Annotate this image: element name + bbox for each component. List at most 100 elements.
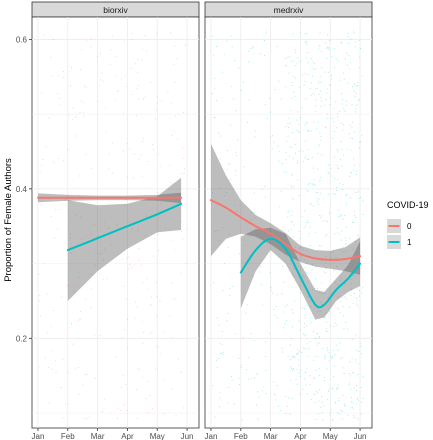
raw-point [264, 103, 266, 106]
raw-point [321, 282, 323, 284]
raw-point [298, 319, 300, 321]
raw-point [318, 244, 321, 247]
raw-point [350, 38, 352, 40]
raw-point [57, 75, 59, 77]
raw-point [99, 273, 101, 275]
raw-point [222, 290, 224, 292]
raw-point [38, 300, 40, 302]
raw-point [313, 183, 315, 186]
raw-point [304, 316, 306, 318]
raw-point [355, 216, 357, 218]
raw-point [90, 306, 92, 308]
raw-point [353, 210, 355, 212]
raw-point [287, 212, 289, 214]
raw-point [275, 305, 277, 307]
raw-point [306, 190, 308, 192]
raw-point [341, 189, 344, 191]
raw-point [159, 352, 161, 354]
raw-point [126, 176, 128, 178]
raw-point [328, 48, 330, 50]
raw-point [349, 197, 351, 199]
raw-point [346, 64, 348, 66]
raw-point [349, 373, 351, 375]
raw-point [360, 48, 362, 50]
raw-point [67, 372, 69, 374]
raw-point [356, 417, 358, 419]
raw-point [319, 32, 321, 34]
raw-point [140, 264, 142, 266]
raw-point [270, 287, 272, 289]
raw-point [326, 88, 328, 90]
raw-point [48, 402, 51, 404]
raw-point [350, 375, 352, 377]
raw-point [333, 108, 335, 110]
raw-point [227, 312, 229, 314]
raw-point [312, 167, 314, 169]
raw-point [358, 147, 360, 149]
raw-point [325, 42, 327, 44]
raw-point [39, 367, 41, 369]
raw-point [212, 191, 214, 193]
raw-point [290, 358, 292, 360]
raw-point [291, 173, 293, 175]
raw-point [320, 135, 322, 138]
raw-point [70, 236, 72, 239]
raw-point [354, 111, 357, 113]
raw-point [236, 210, 238, 212]
raw-point [301, 352, 303, 354]
raw-point [323, 271, 325, 273]
raw-point [268, 332, 270, 334]
raw-point [335, 101, 337, 103]
raw-point [334, 177, 336, 180]
raw-point [115, 356, 117, 358]
raw-point [306, 221, 308, 224]
raw-point [283, 311, 285, 313]
raw-point [274, 314, 276, 316]
raw-point [329, 211, 331, 213]
raw-point [230, 124, 232, 126]
raw-point [316, 390, 318, 392]
raw-point [336, 266, 338, 268]
raw-point [333, 250, 335, 252]
raw-point [328, 47, 330, 49]
raw-point [66, 284, 68, 286]
raw-point [350, 397, 353, 399]
raw-point [347, 36, 350, 38]
raw-point [303, 160, 305, 163]
raw-point [334, 233, 336, 235]
raw-point [292, 367, 294, 370]
raw-point [256, 373, 258, 375]
raw-point [341, 410, 343, 412]
raw-point [53, 161, 55, 163]
raw-point [249, 48, 251, 50]
raw-point [62, 358, 64, 360]
raw-point [328, 311, 330, 313]
raw-point [129, 263, 131, 265]
raw-point [290, 184, 292, 187]
raw-point [38, 273, 40, 275]
raw-point [296, 179, 298, 181]
raw-point [77, 367, 80, 369]
raw-point [320, 50, 323, 52]
raw-point [286, 171, 288, 173]
raw-point [238, 358, 240, 360]
raw-point [176, 58, 178, 60]
raw-point [296, 349, 298, 351]
raw-point [301, 275, 304, 277]
raw-point [99, 53, 101, 55]
raw-point [352, 302, 354, 304]
raw-point [214, 416, 216, 418]
x-tick-label: Feb [234, 432, 248, 440]
raw-point [324, 292, 326, 294]
raw-point [337, 383, 339, 385]
raw-point [180, 230, 183, 232]
raw-point [352, 408, 354, 410]
raw-point [351, 407, 353, 409]
raw-point [328, 388, 330, 390]
raw-point [79, 69, 81, 71]
raw-point [277, 145, 279, 147]
raw-point [219, 342, 221, 345]
raw-point [300, 149, 302, 151]
raw-point [278, 160, 280, 162]
raw-point [313, 378, 315, 380]
